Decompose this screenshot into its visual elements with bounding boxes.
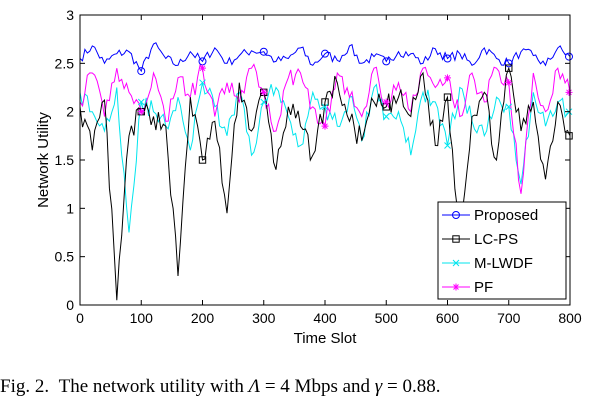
network-utility-chart: 0 100 200 300 400 500 600 700 800 0 0.5 1 1.5 2 2.5 3 T… [35, 7, 582, 347]
legend-marker [452, 259, 460, 267]
data-marker-pf [505, 79, 513, 87]
legend-marker [452, 211, 460, 219]
data-marker-pf [382, 98, 390, 106]
data-marker-lc-ps [321, 98, 329, 106]
x-axis-title: Time Slot [294, 330, 358, 347]
x-tick-label: 800 [558, 310, 582, 326]
data-marker-pf [565, 88, 573, 96]
series-line-proposed [79, 42, 571, 73]
y-tick-label: 3 [66, 7, 74, 23]
series-line-lc-ps [79, 66, 571, 301]
data-marker-proposed [443, 54, 452, 63]
legend-marker [452, 283, 460, 291]
x-tick-label: 0 [76, 310, 84, 326]
legend-item-pf: PF [442, 279, 493, 296]
x-tick-label: 500 [375, 310, 399, 326]
legend-item-proposed: Proposed [442, 207, 538, 224]
data-marker-proposed [321, 49, 329, 58]
data-marker-pf [444, 74, 451, 82]
caption-prefix: Fig. 2. [0, 376, 50, 397]
caption-lambda: Λ [248, 376, 261, 397]
y-tick-label: 0 [66, 297, 74, 313]
data-marker-m-lwdf [382, 113, 390, 120]
figure-caption: Fig. 2. The network utility with Λ = 4 M… [0, 376, 590, 398]
x-tick-label: 300 [252, 310, 276, 326]
data-marker-m-lwdf [199, 79, 206, 87]
legend-item-lc-ps: LC-PS [442, 231, 518, 248]
data-marker-m-lwdf [444, 142, 451, 149]
caption-gamma: γ [374, 376, 383, 397]
legend-box [437, 201, 567, 300]
data-marker-m-lwdf [321, 103, 329, 111]
legend-marker [452, 235, 460, 243]
y-tick-label: 1 [66, 200, 74, 216]
data-marker-pf [199, 64, 206, 72]
y-tick-label: 0.5 [55, 249, 75, 265]
data-marker-lc-ps [443, 93, 452, 101]
y-tick-label: 2.5 [55, 55, 75, 71]
x-tick-label: 400 [313, 310, 337, 326]
data-marker-m-lwdf [137, 98, 145, 106]
data-marker-pf [260, 88, 268, 96]
x-tick-label: 700 [497, 310, 521, 326]
y-tick-label: 2 [66, 104, 74, 120]
legend-label: Proposed [474, 207, 538, 224]
legend-label: LC-PS [474, 231, 518, 248]
marker-layer [137, 47, 573, 164]
data-marker-pf [321, 122, 329, 130]
caption-eq-1: = 4 Mbps and [260, 376, 375, 397]
caption-text-1: The network utility with [58, 376, 249, 397]
data-marker-m-lwdf [505, 103, 513, 111]
x-tick-label: 100 [130, 310, 154, 326]
legend-label: PF [474, 279, 493, 296]
data-marker-lc-ps [198, 156, 207, 164]
data-marker-lc-ps [505, 64, 513, 72]
data-marker-pf [137, 108, 145, 116]
legend-items: Proposed LC-PS M-LWDF PF [442, 207, 538, 296]
y-tick-label: 1.5 [55, 152, 75, 168]
data-marker-lc-ps [565, 132, 573, 140]
data-marker-proposed [137, 67, 146, 76]
y-axis-title: Network Utility [35, 112, 52, 208]
tick-layer: 0 100 200 300 400 500 600 700 800 0 0.5 1 1.5 2 2.5 3 [55, 7, 582, 326]
data-marker-proposed [259, 47, 268, 56]
data-marker-proposed [382, 57, 391, 66]
legend: Proposed LC-PS M-LWDF PF [437, 201, 567, 300]
data-marker-proposed [504, 59, 513, 68]
x-tick-label: 200 [191, 310, 215, 326]
data-marker-proposed [565, 52, 573, 61]
caption-eq-2: = 0.88. [382, 376, 441, 397]
data-marker-m-lwdf [260, 98, 268, 106]
x-tick-label: 600 [436, 310, 460, 326]
legend-label: M-LWDF [474, 255, 533, 272]
legend-item-m-lwdf: M-LWDF [442, 255, 533, 272]
